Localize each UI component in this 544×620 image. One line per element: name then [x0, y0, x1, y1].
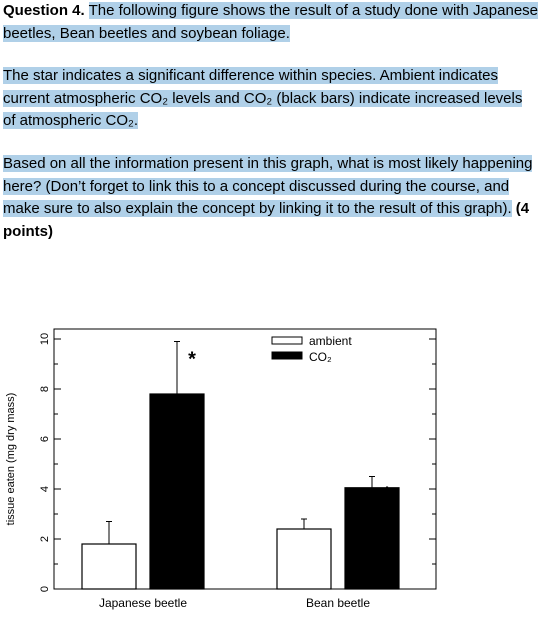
- category-labels: Japanese beetle Bean beetle: [99, 596, 370, 610]
- bar-ambient-japanese-beetle: [81, 543, 137, 590]
- y-tick-label: 6: [39, 436, 51, 442]
- question-note-text: The star indicates a significant differe…: [3, 67, 523, 129]
- plot-frame: [53, 328, 437, 590]
- significance-star: *: [383, 484, 391, 506]
- question-prompt-text: Based on all the information present in …: [3, 155, 533, 217]
- legend-swatch-ambient: [271, 336, 303, 345]
- bar-co2-japanese-beetle: [149, 393, 205, 590]
- legend-swatch-co2: [271, 351, 303, 360]
- category-label: Bean beetle: [306, 596, 370, 610]
- significance-star: *: [188, 349, 196, 371]
- category-label: Japanese beetle: [99, 596, 187, 610]
- y-axis-label: tissue eaten (mg dry mass): [5, 393, 17, 526]
- y-tick-label: 10: [39, 333, 51, 345]
- bar-co2-bean-beetle: [344, 487, 400, 590]
- y-tick-label: 2: [39, 536, 51, 542]
- bar-ambient-bean-beetle: [276, 528, 332, 590]
- legend-label-co2: CO₂: [309, 350, 332, 364]
- question-note: The star indicates a significant differe…: [3, 65, 539, 133]
- question-prompt: Based on all the information present in …: [3, 153, 539, 243]
- legend-label-ambient: ambient: [309, 334, 352, 348]
- y-tick-label: 4: [39, 486, 51, 492]
- question-intro: Question 4. The following figure shows t…: [3, 0, 539, 45]
- bars: **: [81, 341, 400, 590]
- y-tick-label: 0: [39, 586, 51, 592]
- y-tick-label: 8: [39, 386, 51, 392]
- legend: ambient CO₂: [271, 334, 352, 364]
- question-label: Question 4.: [3, 2, 85, 19]
- y-axis: 0 2 4 6 8 10: [39, 333, 436, 592]
- question-points: (4 points): [3, 200, 530, 240]
